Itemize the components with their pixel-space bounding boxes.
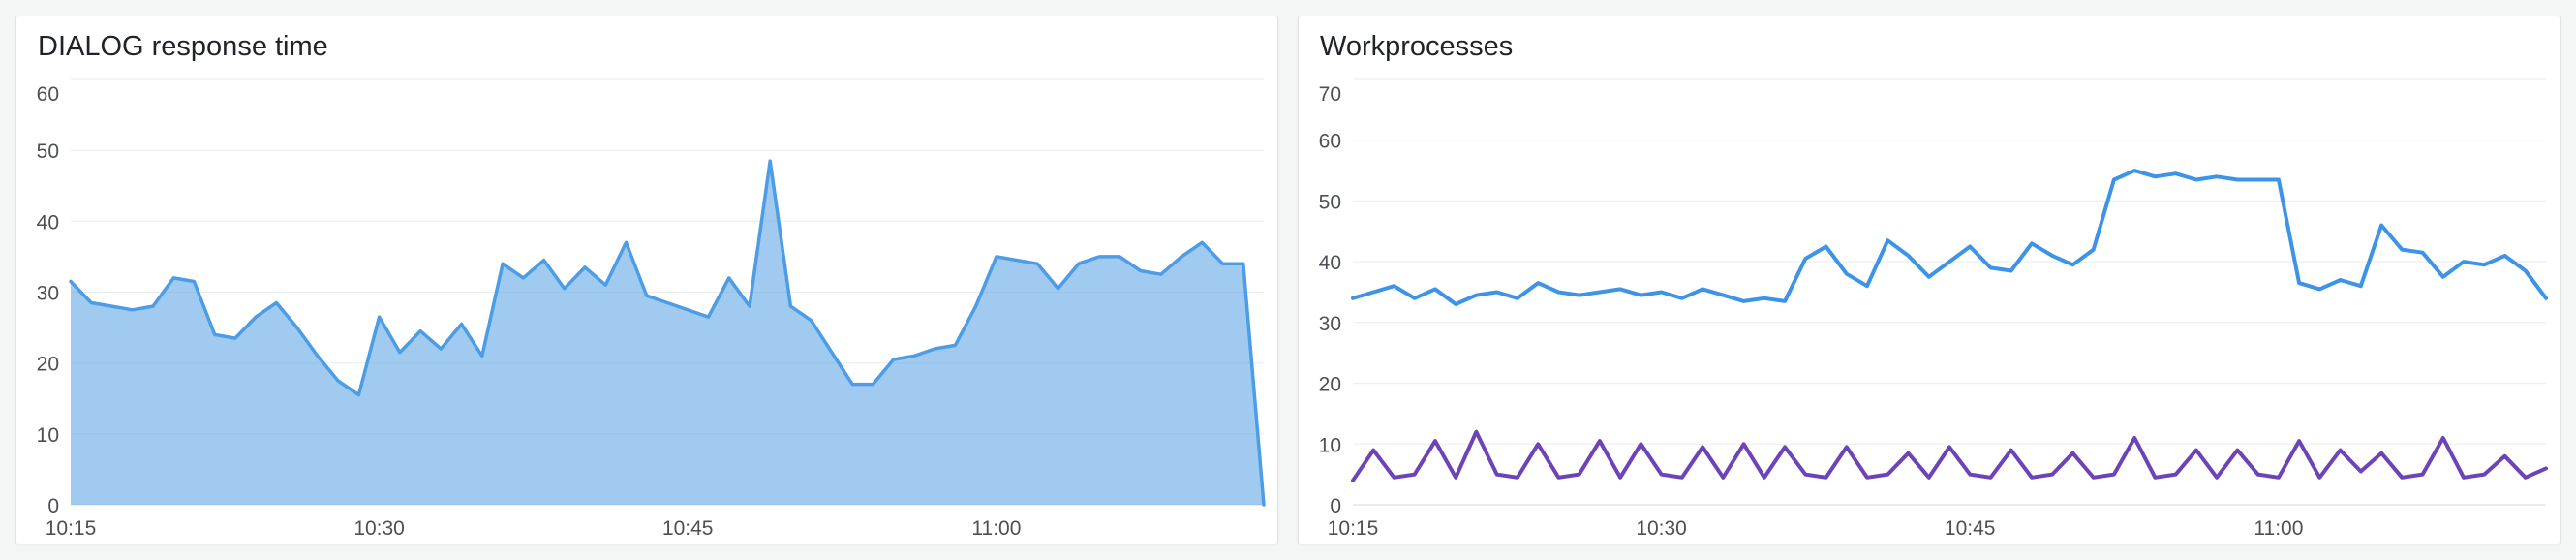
panel-title-dialog-response-time[interactable]: DIALOG response time [38, 31, 328, 62]
y-tick-label: 30 [37, 283, 59, 305]
y-tick-label: 70 [1319, 83, 1341, 106]
x-tick-label: 10:45 [662, 517, 714, 540]
y-tick-label: 0 [47, 495, 59, 517]
workprocesses-chart[interactable]: 0 10 20 30 40 50 60 70 10:15 10:30 10:45 11:00 [1299, 68, 2560, 544]
y-tick-label: 0 [1330, 495, 1341, 517]
y-tick-label: 40 [1319, 252, 1341, 274]
chart-canvas: 0 10 20 30 40 50 60 10:15 10:30 10:45 11:00 [37, 78, 1266, 540]
x-tick-label: 11:00 [971, 517, 1021, 540]
x-tick-label: 10:15 [1328, 517, 1379, 540]
x-tick-label: 10:30 [353, 517, 405, 540]
y-tick-label: 10 [1319, 435, 1341, 457]
x-tick-label: 10:15 [46, 517, 97, 540]
y-tick-label: 30 [1319, 313, 1341, 335]
series-line-purple-line [1351, 429, 2548, 483]
y-tick-label: 40 [37, 212, 59, 234]
x-tick-label: 10:45 [1945, 517, 1996, 540]
x-tick-label: 11:00 [2254, 517, 2303, 540]
y-tick-label: 50 [1319, 192, 1341, 214]
y-tick-label: 10 [37, 424, 59, 447]
series-line-blue-area [69, 159, 1266, 507]
dialog-response-time-chart[interactable]: 0 10 20 30 40 50 60 10:15 10:30 10:45 11:00 [16, 68, 1277, 544]
panel-dialog-response-time: DIALOG response time 0 10 20 30 40 50 60 10:15 1… [15, 16, 1278, 544]
y-tick-label: 20 [37, 354, 59, 376]
y-tick-label: 60 [1319, 131, 1341, 153]
chart-canvas: 0 10 20 30 40 50 60 70 10:15 10:30 10:45 11:00 [1319, 78, 2548, 540]
panel-title-workprocesses[interactable]: Workprocesses [1320, 31, 1514, 62]
series-line-blue-line [1351, 169, 2548, 307]
x-tick-label: 10:30 [1636, 517, 1687, 540]
area-fill [71, 161, 1264, 506]
y-tick-label: 20 [1319, 374, 1341, 396]
y-tick-label: 50 [37, 140, 59, 163]
y-tick-label: 60 [37, 83, 59, 106]
panel-workprocesses: Workprocesses 0 10 20 30 40 50 60 70 10:15 10:30 1… [1298, 16, 2561, 544]
